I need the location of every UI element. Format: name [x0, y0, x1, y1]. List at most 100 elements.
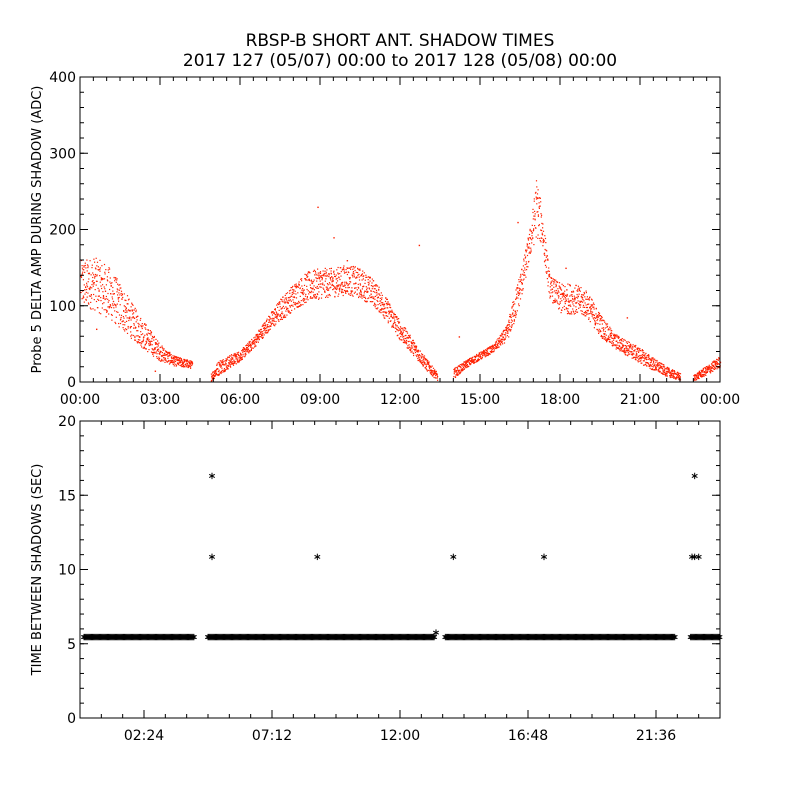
amplitude-point [264, 327, 267, 329]
amplitude-point [512, 315, 514, 317]
amplitude-point [82, 279, 84, 281]
amplitude-point [226, 358, 228, 360]
amplitude-point [285, 316, 287, 318]
amplitude-point [238, 361, 240, 363]
amplitude-point [522, 273, 524, 275]
amplitude-point [378, 288, 380, 290]
amplitude-point [392, 325, 394, 327]
amplitude-point [220, 364, 222, 366]
amplitude-point [403, 337, 405, 339]
amplitude-point [469, 357, 471, 360]
amplitude-point [319, 271, 322, 273]
amplitude-point [359, 284, 362, 286]
amplitude-point [651, 358, 653, 360]
amplitude-point [333, 285, 335, 287]
amplitude-point [130, 319, 132, 321]
amplitude-point [667, 370, 669, 372]
amplitude-point [119, 294, 121, 296]
amplitude-point [526, 245, 528, 247]
amplitude-point [528, 247, 530, 249]
amplitude-point [213, 375, 215, 378]
amplitude-point [316, 295, 318, 298]
amplitude-point [646, 359, 648, 361]
amplitude-point [244, 348, 246, 350]
amplitude-point [524, 269, 526, 271]
amplitude-point [290, 300, 292, 302]
amplitude-point [107, 292, 109, 295]
amplitude-point [707, 367, 709, 369]
amplitude-point [396, 329, 398, 331]
amplitude-point [360, 274, 363, 276]
amplitude-point [405, 328, 407, 330]
amplitude-point [517, 287, 519, 289]
amplitude-point [641, 350, 643, 352]
amplitude-point [559, 286, 561, 288]
amplitude-point [324, 290, 326, 292]
amplitude-point [217, 374, 219, 376]
amplitude-point [703, 373, 705, 376]
amplitude-point [153, 336, 155, 338]
amplitude-point [278, 302, 280, 304]
amplitude-point [239, 355, 241, 357]
amplitude-point [418, 350, 420, 352]
amplitude-point [551, 284, 553, 287]
amplitude-point [576, 311, 578, 313]
amplitude-point [289, 299, 291, 301]
amplitude-point [336, 277, 338, 280]
amplitude-point [381, 294, 383, 296]
amplitude-point [556, 301, 558, 303]
amplitude-point [679, 377, 681, 379]
amplitude-point [221, 367, 223, 369]
amplitude-point [242, 351, 244, 353]
amplitude-point [592, 314, 594, 316]
amplitude-point [282, 313, 284, 315]
amplitude-point [555, 301, 557, 303]
amplitude-point [158, 356, 160, 358]
amplitude-point [425, 368, 427, 370]
amplitude-point [126, 332, 129, 334]
amplitude-point [668, 369, 670, 371]
amplitude-point [380, 312, 382, 314]
amplitude-point [650, 368, 652, 370]
amplitude-point [127, 325, 129, 328]
amplitude-point [670, 375, 672, 377]
amplitude-point [92, 276, 94, 279]
amplitude-point [313, 294, 315, 296]
amplitude-point [248, 352, 250, 354]
amplitude-point [337, 266, 339, 269]
amplitude-point [131, 303, 133, 305]
amplitude-point [275, 314, 277, 316]
amplitude-point [434, 372, 436, 374]
amplitude-point [357, 286, 359, 288]
amplitude-point [352, 295, 354, 297]
amplitude-point [302, 300, 305, 302]
amplitude-point [395, 325, 397, 327]
amplitude-point [616, 340, 618, 342]
amplitude-point [222, 362, 224, 364]
amplitude-point [511, 307, 513, 309]
amplitude-point [645, 357, 647, 359]
amplitude-point [596, 316, 598, 318]
amplitude-point [595, 317, 597, 319]
amplitude-point [175, 365, 177, 367]
amplitude-point [256, 337, 259, 339]
amplitude-point [535, 196, 537, 198]
amplitude-point [454, 369, 456, 371]
amplitude-point [700, 371, 702, 374]
amplitude-point [371, 278, 373, 280]
amplitude-point [123, 310, 125, 312]
amplitude-point [386, 311, 388, 313]
amplitude-point [166, 352, 169, 354]
amplitude-point [518, 287, 520, 289]
amplitude-point [319, 280, 321, 282]
amplitude-point [549, 286, 551, 288]
amplitude-point [140, 317, 142, 320]
amplitude-point [404, 339, 406, 342]
amplitude-point [249, 350, 251, 352]
amplitude-point [578, 293, 580, 295]
amplitude-point [99, 259, 101, 261]
amplitude-point [365, 274, 367, 276]
amplitude-point [556, 299, 558, 301]
amplitude-point [466, 360, 468, 362]
amplitude-point [587, 303, 589, 305]
